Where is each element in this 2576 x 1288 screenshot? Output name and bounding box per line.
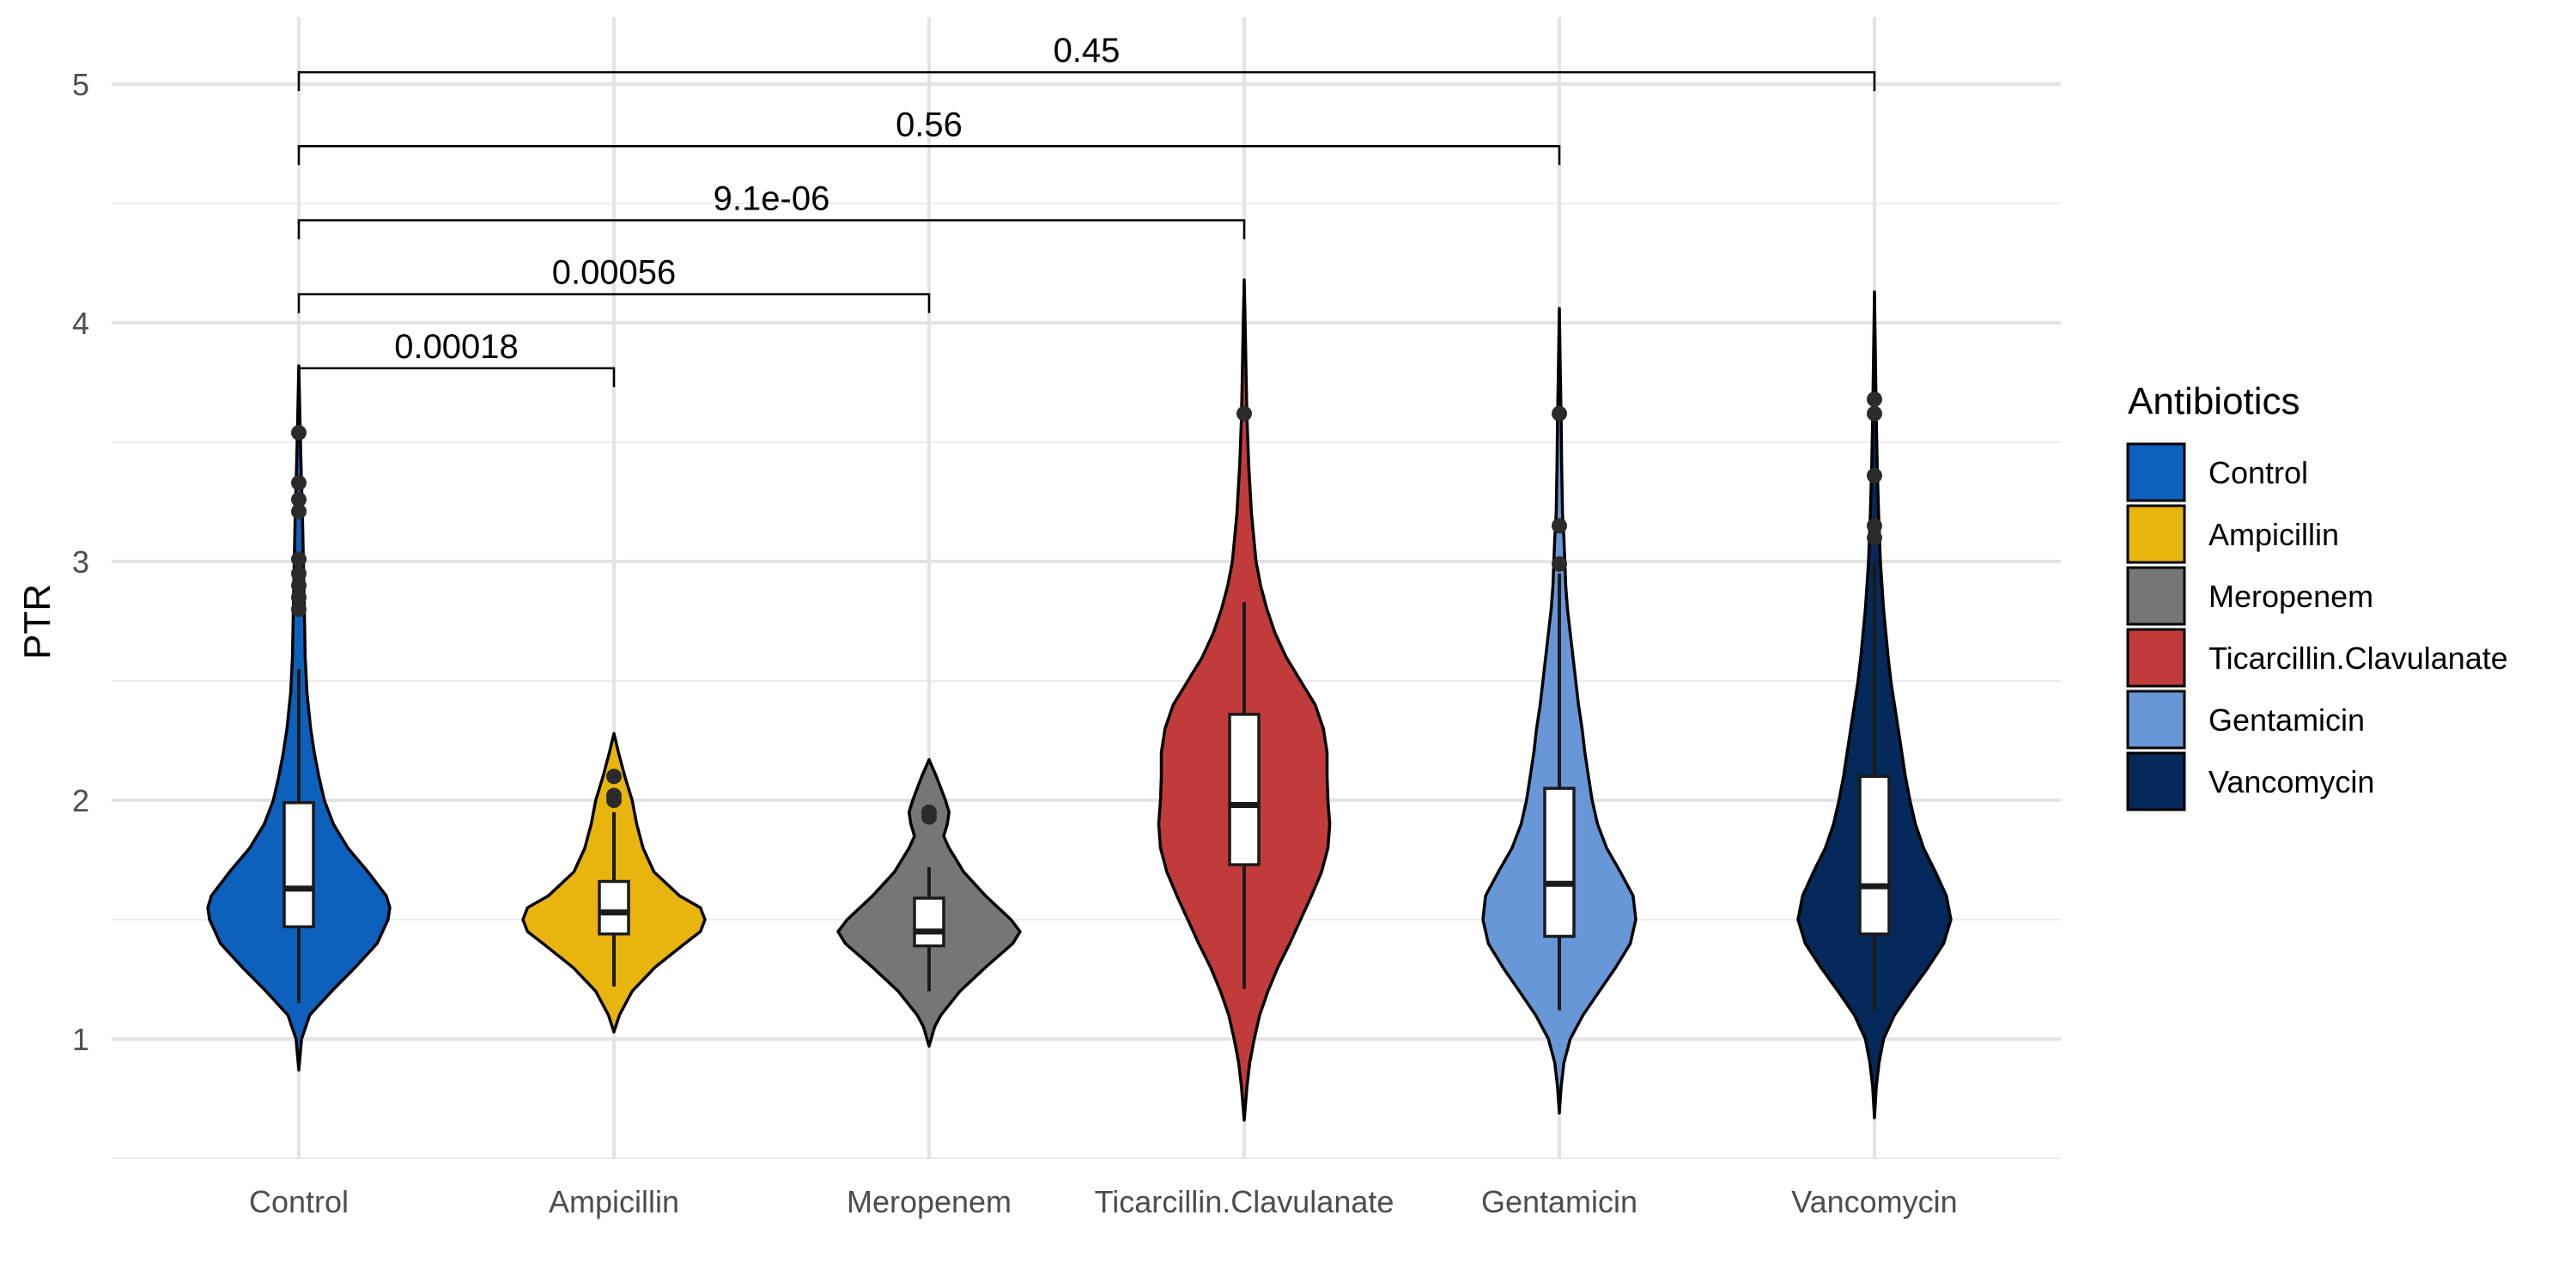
outlier-point	[1867, 467, 1882, 483]
legend-label: Gentamicin	[2208, 702, 2365, 738]
comparison-bracket: 0.45	[297, 32, 1876, 92]
outlier-point	[1867, 518, 1882, 534]
bracket-line	[297, 70, 1876, 92]
p-value-label: 9.1e-06	[714, 179, 830, 217]
legend-label: Vancomycin	[2208, 764, 2374, 799]
y-tick-label: 4	[72, 306, 89, 341]
x-tick-label: Ticarcillin.Clavulanate	[1095, 1184, 1394, 1219]
box-iqr	[598, 879, 630, 936]
x-tick-label: Ampicillin	[549, 1184, 679, 1219]
bracket-line	[297, 145, 1561, 166]
x-tick-label: Vancomycin	[1791, 1184, 1957, 1219]
bracket-line	[297, 293, 931, 313]
outlier-point	[606, 769, 622, 785]
violin-group-vancomycin	[1796, 290, 1953, 1120]
box-iqr	[283, 801, 315, 929]
y-tick-label: 3	[72, 544, 89, 580]
p-value-label: 0.00018	[394, 328, 519, 366]
p-value-label: 0.56	[896, 106, 963, 143]
legend-label: Ticarcillin.Clavulanate	[2208, 641, 2508, 676]
y-axis-title: PTR	[16, 584, 58, 659]
legend-swatch	[2126, 566, 2186, 626]
bracket-line	[297, 219, 1246, 240]
box-iqr	[1543, 787, 1576, 939]
outlier-point	[1867, 405, 1882, 422]
outlier-point	[291, 424, 307, 440]
outlier-point	[291, 577, 307, 593]
y-tick-label: 1	[72, 1022, 89, 1057]
outlier-point	[1867, 530, 1882, 546]
comparison-bracket: 0.00018	[297, 328, 616, 387]
comparison-brackets: 0.00018 0.00056 9.1e-06 0.56 0.45	[297, 32, 1876, 387]
comparison-bracket: 9.1e-06	[297, 179, 1246, 240]
y-tick-label: 5	[72, 67, 89, 102]
legend-item-meropenem: Meropenem	[2126, 566, 2373, 626]
p-value-label: 0.45	[1054, 32, 1121, 70]
outlier-point	[1552, 556, 1567, 572]
outlier-point	[291, 551, 307, 568]
legend-item-gentamicin: Gentamicin	[2126, 690, 2365, 750]
violin-group-ticarcillin-clavulanate	[1157, 278, 1332, 1122]
violin-group-gentamicin	[1481, 307, 1637, 1115]
outlier-point	[291, 601, 307, 617]
outlier-point	[1552, 518, 1567, 534]
legend-title: Antibiotics	[2128, 380, 2300, 422]
outlier-point	[921, 804, 937, 820]
legend-item-ticarcillin-clavulanate: Ticarcillin.Clavulanate	[2126, 628, 2508, 688]
box-iqr	[1858, 775, 1891, 936]
box-iqr	[913, 896, 945, 948]
outlier-point	[1236, 405, 1252, 422]
outlier-point	[291, 475, 307, 491]
outlier-point	[291, 589, 307, 605]
legend-item-control: Control	[2126, 442, 2308, 502]
axes: 1 2 3 4 5 Control Ampicillin Meropenem Ticarcill…	[72, 67, 1958, 1219]
outlier-point	[291, 491, 307, 507]
legend-item-ampicillin: Ampicillin	[2126, 504, 2339, 564]
comparison-bracket: 0.56	[297, 106, 1561, 166]
violin-group-ampicillin	[521, 732, 707, 1034]
x-tick-label: Meropenem	[847, 1184, 1012, 1219]
legend-swatch	[2126, 690, 2186, 750]
comparison-bracket: 0.00056	[297, 254, 931, 313]
violin-group-control	[206, 364, 392, 1072]
outlier-point	[291, 565, 307, 581]
legend-label: Meropenem	[2208, 579, 2373, 614]
legend: Antibiotics Control Ampicillin Meropenem Ti…	[2126, 380, 2508, 811]
bracket-line	[297, 367, 616, 387]
legend-swatch	[2126, 442, 2186, 502]
x-tick-label: Control	[249, 1184, 349, 1219]
legend-swatch	[2126, 628, 2186, 688]
outlier-point	[291, 503, 307, 519]
p-value-label: 0.00056	[552, 254, 677, 292]
x-tick-label: Gentamicin	[1481, 1184, 1637, 1219]
y-tick-label: 2	[72, 783, 89, 818]
box-iqr	[1228, 713, 1261, 866]
legend-swatch	[2126, 504, 2186, 564]
legend-item-vancomycin: Vancomycin	[2126, 751, 2374, 811]
legend-label: Control	[2208, 455, 2308, 490]
outlier-point	[1867, 391, 1882, 407]
legend-label: Ampicillin	[2208, 517, 2339, 552]
outlier-point	[606, 787, 622, 804]
legend-swatch	[2126, 751, 2186, 811]
violin-group-meropenem	[836, 757, 1022, 1048]
violins	[206, 278, 1953, 1122]
outlier-point	[1552, 405, 1567, 422]
